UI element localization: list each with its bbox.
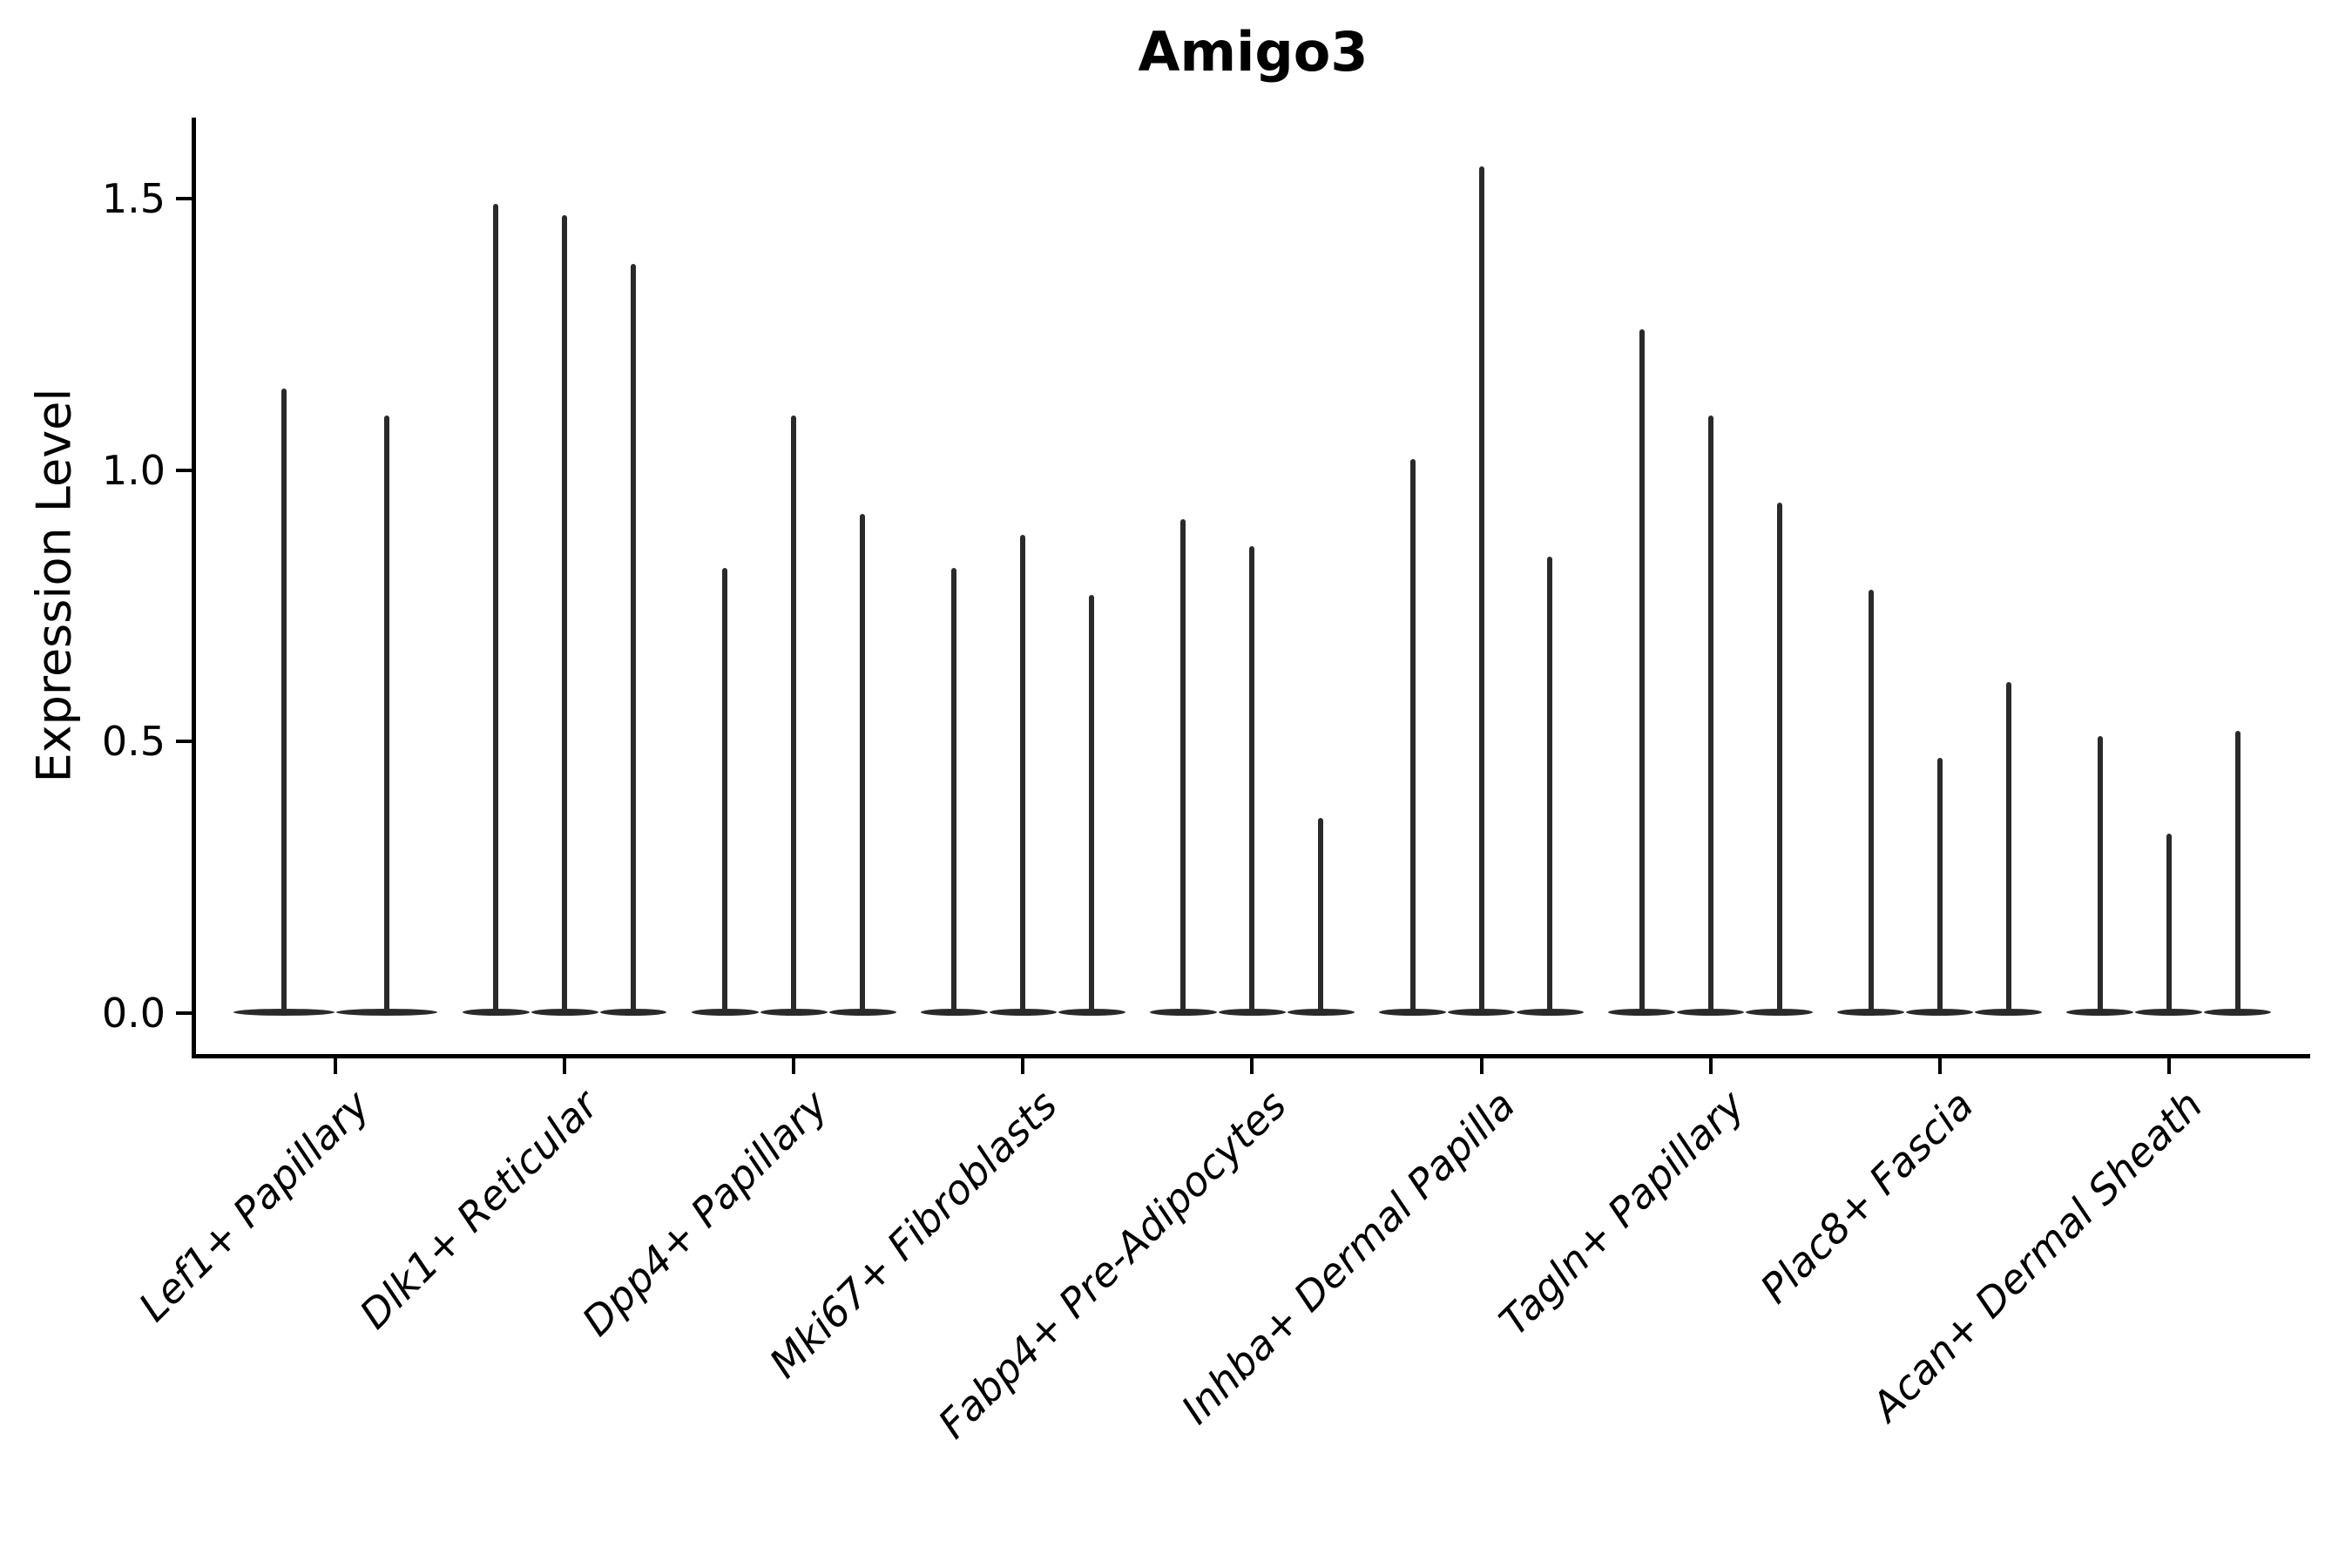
violin-spike [2166, 834, 2172, 1016]
y-tick-label: 0.0 [101, 990, 166, 1037]
x-tick-label: Dpp4+ Papillary [572, 1081, 837, 1345]
violin-spike [722, 567, 728, 1016]
violin-spike [384, 416, 390, 1016]
x-tick-mark [792, 1058, 796, 1074]
x-tick-label: Plac8+ Fascia [1751, 1081, 1984, 1313]
violin-spike [280, 389, 287, 1016]
x-tick-mark [563, 1058, 567, 1074]
violin-spike [1639, 328, 1645, 1016]
violin-spike [1409, 459, 1416, 1016]
x-tick-label: Dlk1+ Reticular [350, 1081, 608, 1338]
violin-spike [1868, 589, 1874, 1016]
y-tick-label: 1.5 [101, 175, 166, 223]
violin-spike [1020, 535, 1026, 1016]
x-tick-label: Tagln+ Papillary [1490, 1081, 1754, 1345]
x-tick-mark [1021, 1058, 1025, 1074]
violin-spike [791, 416, 797, 1016]
y-tick-label: 1.0 [101, 446, 166, 494]
y-axis-spine [192, 118, 196, 1058]
y-tick-mark [176, 740, 192, 744]
violin-spike [1478, 166, 1484, 1016]
y-tick-mark [176, 197, 192, 201]
violin-spike [2234, 730, 2240, 1016]
y-tick-mark [176, 468, 192, 472]
violin-spike [860, 513, 866, 1016]
violin-spike [1547, 557, 1553, 1016]
x-tick-mark [1708, 1058, 1713, 1074]
violin-spike [2097, 736, 2103, 1016]
x-tick-mark [334, 1058, 337, 1074]
x-tick-label: Lef1+ Papillary [129, 1081, 379, 1331]
violin-spike [951, 567, 957, 1016]
violin-spike [631, 263, 637, 1016]
x-tick-mark [1479, 1058, 1484, 1074]
violin-spike [562, 214, 568, 1016]
violin-spike [1707, 416, 1713, 1016]
x-axis-spine [192, 1054, 2310, 1058]
violin-spike [1776, 503, 1782, 1016]
violin-spike [1249, 545, 1255, 1016]
violin-spike [1936, 758, 1943, 1016]
y-tick-label: 0.5 [101, 718, 166, 766]
y-tick-mark [176, 1011, 192, 1015]
x-tick-mark [1250, 1058, 1254, 1074]
violin-spike [2005, 681, 2011, 1016]
violin-spike [1318, 817, 1324, 1016]
chart-title: Amigo3 [1138, 20, 1369, 84]
violin-spike [493, 204, 499, 1016]
x-tick-mark [1937, 1058, 1942, 1074]
violin-spike [1180, 518, 1186, 1016]
violin-spike [1089, 595, 1095, 1016]
x-tick-mark [2166, 1058, 2171, 1074]
